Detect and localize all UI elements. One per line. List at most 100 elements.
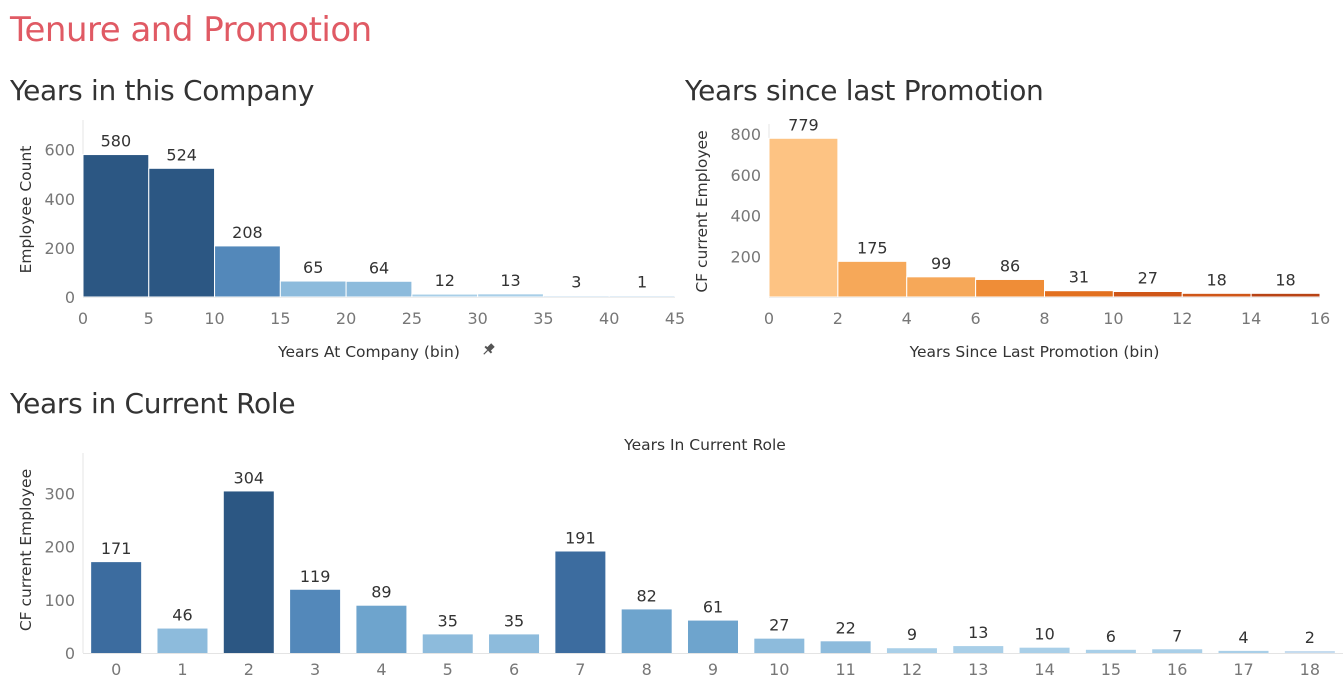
x-tick-label: 13 — [968, 660, 988, 678]
bar-value-label: 10 — [1034, 625, 1054, 644]
bar — [290, 589, 341, 653]
bar — [906, 276, 977, 298]
y-tick-label: 300 — [44, 485, 75, 504]
bar-value-label: 18 — [1207, 270, 1227, 289]
bar — [223, 491, 274, 653]
panel-title-promotion: Years since last Promotion — [685, 74, 1044, 107]
y-axis-title: CF current Employee — [693, 130, 711, 292]
bar-value-label: 22 — [835, 618, 855, 637]
x-tick-label: 35 — [533, 309, 553, 328]
bar-value-label: 13 — [968, 623, 988, 642]
bar — [148, 167, 216, 298]
bar-value-label: 171 — [101, 539, 132, 558]
y-axis-title: Employee Count — [17, 146, 35, 274]
x-tick-label: 16 — [1310, 309, 1330, 328]
bar — [477, 293, 544, 298]
y-tick-label: 0 — [65, 288, 75, 307]
bar-value-label: 35 — [504, 611, 524, 630]
x-axis-title: Years At Company (bin) — [277, 343, 460, 361]
bar-value-label: 82 — [637, 586, 657, 605]
bar-value-label: 61 — [703, 598, 723, 617]
x-tick-label: 11 — [835, 660, 855, 678]
bar-value-label: 35 — [438, 611, 458, 630]
chart-years-since-promotion: 779 175 99 86 31 27 18 18 0 2 4 6 8 10 12 14 16 200 400 600… — [693, 115, 1330, 361]
bar — [886, 648, 937, 653]
bar — [1085, 649, 1136, 653]
x-tick-label: 9 — [708, 660, 718, 678]
x-tick-label: 12 — [902, 660, 922, 678]
x-tick-label: 40 — [599, 309, 619, 328]
x-tick-label: 3 — [310, 660, 320, 678]
bar — [555, 551, 606, 653]
x-tick-label: 6 — [971, 309, 981, 328]
bar — [688, 620, 738, 653]
chart-title: Years In Current Role — [623, 436, 786, 454]
bar — [1044, 290, 1114, 298]
bar — [214, 245, 281, 298]
x-tick-label: 6 — [509, 660, 519, 678]
bar — [157, 628, 208, 653]
bar — [953, 646, 1004, 653]
x-tick-label: 15 — [1101, 660, 1121, 678]
bar — [608, 295, 676, 298]
bar — [422, 634, 473, 653]
y-tick-label: 200 — [730, 247, 761, 266]
x-tick-label: 8 — [1039, 309, 1049, 328]
x-tick-label: 10 — [769, 660, 789, 678]
x-tick-label: 18 — [1300, 660, 1320, 678]
bar — [345, 280, 413, 298]
bar — [82, 154, 150, 298]
bar-value-label: 18 — [1275, 270, 1295, 289]
bar — [1218, 650, 1269, 653]
x-tick-label: 10 — [204, 309, 224, 328]
x-tick-label: 14 — [1034, 660, 1054, 678]
bar — [1284, 651, 1335, 653]
bar — [489, 634, 540, 653]
bar — [820, 641, 871, 653]
x-tick-label: 20 — [336, 309, 356, 328]
x-tick-label: 30 — [467, 309, 487, 328]
bar — [1250, 292, 1321, 298]
pin-icon[interactable] — [481, 342, 497, 358]
bar — [621, 609, 672, 653]
bar-value-label: 191 — [565, 528, 596, 547]
y-tick-label: 600 — [44, 141, 75, 160]
bar-value-label: 304 — [234, 468, 265, 487]
y-tick-label: 800 — [730, 125, 761, 144]
x-tick-label: 12 — [1172, 309, 1192, 328]
y-tick-label: 200 — [44, 538, 75, 557]
x-tick-label: 5 — [443, 660, 453, 678]
bar-value-label: 12 — [435, 271, 455, 290]
bar-value-label: 580 — [101, 132, 132, 151]
bar — [1181, 292, 1252, 298]
x-tick-label: 0 — [78, 309, 88, 328]
bar-value-label: 175 — [857, 238, 888, 257]
bar — [1019, 647, 1070, 653]
y-axis-title: CF current Employee — [17, 469, 35, 631]
bar-value-label: 779 — [788, 115, 819, 134]
panel-title-role: Years in Current Role — [10, 387, 296, 420]
panel-title-company: Years in this Company — [10, 74, 315, 107]
y-tick-label: 100 — [44, 591, 75, 610]
bar — [542, 295, 610, 298]
x-axis-title: Years Since Last Promotion (bin) — [909, 343, 1160, 361]
bar-value-label: 4 — [1238, 628, 1248, 647]
bar-value-label: 119 — [300, 567, 331, 586]
y-tick-label: 0 — [65, 644, 75, 663]
x-tick-label: 45 — [665, 309, 685, 328]
x-tick-label: 14 — [1241, 309, 1261, 328]
x-tick-label: 1 — [177, 660, 187, 678]
dashboard-title: Tenure and Promotion — [10, 10, 372, 50]
x-tick-label: 2 — [244, 660, 254, 678]
y-tick-label: 200 — [44, 239, 75, 258]
bar-value-label: 46 — [172, 606, 192, 625]
bar-value-label: 208 — [232, 223, 263, 242]
x-tick-label: 7 — [575, 660, 585, 678]
bar-value-label: 64 — [369, 258, 389, 277]
bar — [91, 562, 142, 653]
bar-value-label: 65 — [303, 258, 323, 277]
bar-value-label: 7 — [1172, 626, 1182, 645]
bar-value-label: 9 — [907, 625, 917, 644]
